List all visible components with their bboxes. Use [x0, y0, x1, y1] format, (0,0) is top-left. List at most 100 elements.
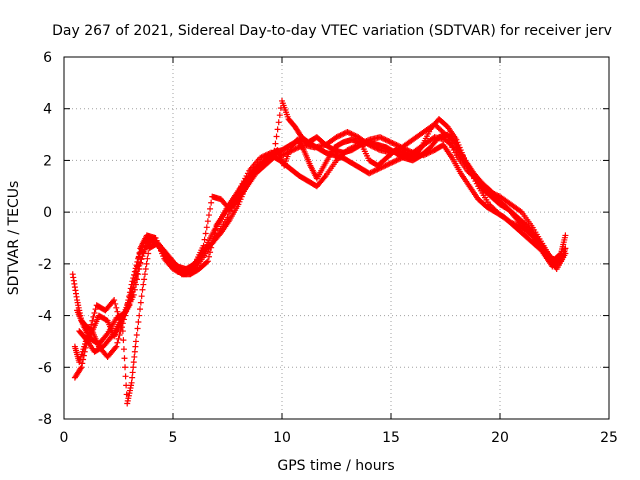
data-point — [79, 360, 86, 367]
data-point — [115, 335, 122, 342]
data-point — [299, 145, 306, 152]
data-point — [82, 344, 89, 351]
data-point — [140, 281, 147, 288]
data-point — [80, 352, 87, 359]
data-point — [347, 130, 354, 137]
x-tick-label: 25 — [600, 430, 618, 446]
data-point — [321, 174, 328, 181]
data-point — [562, 245, 569, 252]
data-point — [122, 373, 129, 380]
data-point — [112, 344, 119, 351]
data-point — [133, 262, 140, 269]
x-tick-label: 20 — [491, 430, 509, 446]
data-point — [292, 145, 299, 152]
data-point — [112, 300, 119, 307]
data-point — [338, 131, 345, 138]
data-point — [367, 169, 374, 176]
data-point — [394, 142, 401, 149]
data-point — [120, 337, 127, 344]
data-point — [142, 266, 149, 273]
data-point — [131, 348, 138, 355]
data-point — [107, 334, 114, 341]
data-point — [203, 224, 210, 231]
data-point — [130, 284, 137, 291]
data-point — [134, 276, 141, 283]
data-point — [137, 299, 144, 306]
y-tick-label: -2 — [38, 257, 52, 273]
data-point — [122, 364, 129, 371]
data-point — [119, 328, 126, 335]
data-point — [379, 163, 386, 170]
data-point — [337, 132, 344, 139]
data-point — [126, 289, 133, 296]
data-point — [336, 132, 343, 139]
data-point — [381, 163, 388, 170]
data-point — [129, 369, 136, 376]
tick-label-layer: 0 5 10 15 20 25 -8 -6 -4 -2 0 2 4 6 — [38, 50, 618, 446]
data-point — [137, 306, 144, 313]
data-point — [385, 161, 392, 168]
y-tick-label: 0 — [43, 205, 52, 221]
x-tick-label: 0 — [60, 430, 69, 446]
data-point — [139, 253, 146, 260]
data-point — [386, 138, 393, 145]
x-tick-label: 5 — [169, 430, 178, 446]
data-point — [207, 249, 214, 256]
data-point — [137, 259, 144, 266]
data-point — [133, 331, 140, 338]
data-point — [344, 128, 351, 135]
series-layer — [69, 97, 569, 407]
data-point — [127, 297, 134, 304]
x-tick-label: 10 — [273, 430, 291, 446]
data-point — [340, 130, 347, 137]
data-point — [92, 306, 99, 313]
data-point — [390, 140, 397, 147]
series-track-4 — [74, 97, 565, 348]
data-point — [127, 285, 134, 292]
chart-title: Day 267 of 2021, Sidereal Day-to-day VTE… — [52, 23, 612, 39]
data-point — [379, 135, 386, 142]
data-point — [113, 343, 120, 350]
data-point — [141, 276, 148, 283]
y-axis-label: SDTVAR / TECUs — [6, 181, 22, 296]
data-point — [368, 169, 375, 176]
data-point — [389, 139, 396, 146]
data-point — [370, 168, 377, 175]
data-point — [210, 235, 217, 242]
data-point — [138, 256, 145, 263]
data-point — [341, 130, 348, 137]
data-point — [562, 250, 569, 257]
data-point — [201, 236, 208, 243]
data-point — [408, 149, 415, 156]
data-point — [275, 119, 282, 126]
data-point — [103, 331, 110, 338]
data-point — [269, 155, 276, 162]
data-point — [383, 137, 390, 144]
data-point — [212, 226, 219, 233]
data-point — [351, 132, 358, 139]
data-point — [382, 162, 389, 169]
data-point — [366, 170, 373, 177]
data-point — [390, 158, 397, 165]
data-point — [138, 293, 145, 300]
data-point — [348, 130, 355, 137]
data-point — [130, 359, 137, 366]
data-point — [132, 343, 139, 350]
data-point — [134, 270, 141, 277]
data-point — [144, 255, 151, 262]
data-point — [121, 355, 128, 362]
data-point — [114, 339, 121, 346]
y-tick-label: 6 — [43, 50, 52, 66]
data-point — [136, 262, 143, 269]
data-point — [205, 253, 212, 260]
data-point — [393, 157, 400, 164]
data-point — [132, 338, 139, 345]
data-point — [333, 134, 340, 141]
data-point — [131, 279, 138, 286]
data-point — [136, 312, 143, 319]
data-point — [141, 271, 148, 278]
data-point — [129, 288, 136, 295]
data-point — [204, 258, 211, 265]
